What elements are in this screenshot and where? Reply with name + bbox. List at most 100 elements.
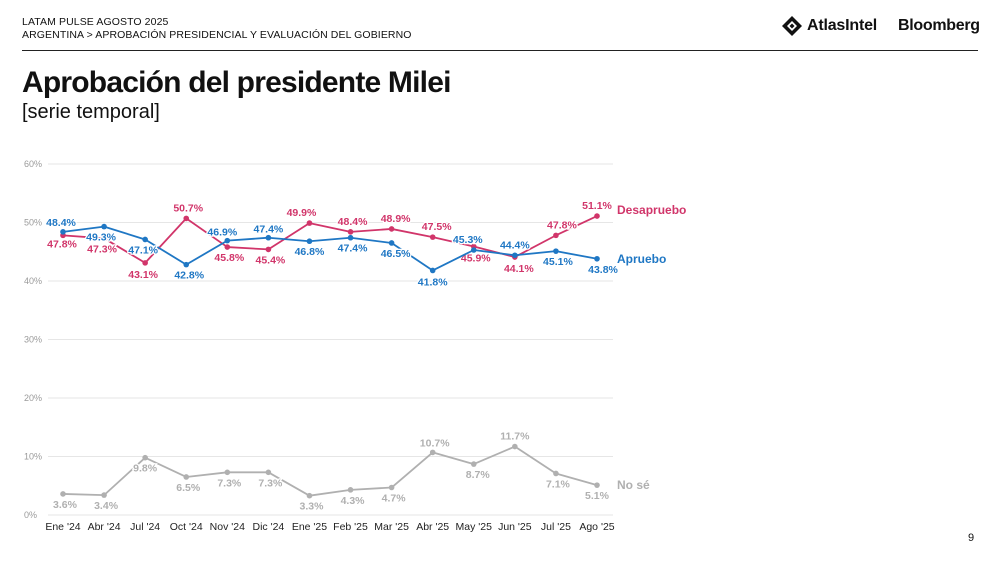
data-label: 10.7% <box>420 437 450 449</box>
data-label: 3.4% <box>94 500 119 512</box>
series-line <box>62 225 598 272</box>
data-point <box>347 234 354 241</box>
data-label: 49.3% <box>86 232 116 244</box>
data-label: 42.8% <box>174 270 204 282</box>
data-point <box>388 240 395 246</box>
data-point <box>512 443 518 450</box>
data-label: 3.6% <box>53 499 78 511</box>
data-label: 51.1% <box>582 200 612 212</box>
y-tick-label: 40% <box>24 276 42 286</box>
data-label: 45.4% <box>255 254 285 266</box>
data-label: 47.3% <box>87 243 117 255</box>
data-point <box>265 246 272 253</box>
data-point <box>101 492 107 498</box>
data-point <box>183 474 190 480</box>
data-point <box>142 236 148 243</box>
data-label: 49.9% <box>287 207 317 219</box>
data-point <box>429 449 436 456</box>
data-point <box>429 267 436 274</box>
data-point <box>388 484 395 491</box>
data-label: 48.4% <box>338 216 368 228</box>
series-no-s: 3.6% 3.4% 9.8% 6.5% 7.3% 7.3% 3.3% 4.3% 4.7% 10.7… <box>52 429 650 514</box>
data-point <box>306 238 313 245</box>
data-point <box>142 454 148 461</box>
data-label: 46.5% <box>381 248 411 260</box>
data-point <box>553 232 559 239</box>
y-tick-label: 20% <box>24 393 42 403</box>
series-line <box>62 445 598 497</box>
data-point <box>101 223 107 230</box>
y-axis-ticks: 0% 10% 20% 30% 40% 50% 60% <box>24 159 42 520</box>
data-label: 44.1% <box>504 263 534 275</box>
x-tick-label: Ago '25 <box>579 521 614 533</box>
data-label: 11.7% <box>500 431 530 443</box>
x-axis-ticks: Ene '24 Abr '24 Jul '24 Oct '24 Nov '24 Dic '… <box>45 521 614 533</box>
data-label: 8.7% <box>466 469 491 481</box>
data-label: 7.3% <box>217 477 242 489</box>
data-point <box>594 213 600 219</box>
data-point <box>594 255 600 262</box>
data-point <box>224 237 231 244</box>
data-label: 47.4% <box>338 243 368 255</box>
data-label: 45.1% <box>543 256 573 268</box>
data-point <box>265 234 272 241</box>
data-point <box>512 252 518 259</box>
data-label: 47.8% <box>47 238 77 250</box>
data-point <box>594 482 600 488</box>
data-label: 41.8% <box>418 276 448 288</box>
data-point <box>553 470 559 477</box>
header-divider <box>22 50 978 51</box>
y-tick-label: 30% <box>24 335 42 345</box>
kicker-line-1: LATAM PULSE AGOSTO 2025 <box>22 16 169 28</box>
series-apruebo: 48.4% 49.3% 47.1% 42.8% 46.9% 47.4% 46.8% 47.4%… <box>45 216 666 290</box>
data-label: 43.1% <box>128 269 158 281</box>
x-tick-label: Mar '25 <box>374 521 409 533</box>
data-label: 7.3% <box>258 477 283 489</box>
series-name-label: No sé <box>617 478 650 492</box>
y-tick-label: 60% <box>24 159 42 169</box>
data-point <box>183 215 190 222</box>
data-label: 44.4% <box>500 239 530 251</box>
data-label: 48.9% <box>381 213 411 225</box>
data-point <box>347 487 354 493</box>
gridlines <box>48 163 613 516</box>
logo-atlasintel: AtlasIntel <box>782 16 877 36</box>
y-tick-label: 50% <box>24 218 42 228</box>
data-label: 7.1% <box>546 478 571 490</box>
data-point <box>224 244 231 250</box>
y-tick-label: 10% <box>24 452 42 462</box>
atlasintel-logo-text: AtlasIntel <box>807 17 878 34</box>
chart-subtitle: [serie temporal] <box>22 101 160 123</box>
kicker-line-2: ARGENTINA > APROBACIÓN PRESIDENCIAL Y EV… <box>22 29 412 41</box>
data-label: 48.4% <box>46 217 76 229</box>
data-label: 5.1% <box>585 490 610 502</box>
data-label: 45.9% <box>461 252 491 264</box>
data-point <box>101 235 107 242</box>
data-label: 45.8% <box>214 252 244 264</box>
x-tick-label: Nov '24 <box>210 521 245 533</box>
page-number: 9 <box>968 532 975 544</box>
atlasintel-logo-icon <box>782 16 802 36</box>
data-point <box>388 226 395 232</box>
x-tick-label: Jul '24 <box>130 521 160 533</box>
x-tick-label: Feb '25 <box>333 521 368 533</box>
series-group: 47.8% 47.3%43.1%50.7%45.8% 45.4%49.9%48.4%… <box>45 199 687 514</box>
data-label: 6.5% <box>176 482 201 494</box>
y-tick-label: 0% <box>24 510 37 520</box>
data-point <box>347 229 354 235</box>
series-name-label: Desapruebo <box>617 203 686 217</box>
data-point <box>553 248 559 254</box>
series-name-label: Apruebo <box>617 252 666 266</box>
data-point <box>306 492 313 499</box>
data-point <box>224 469 231 476</box>
data-label: 47.4% <box>253 224 283 236</box>
x-tick-label: Oct '24 <box>170 521 203 533</box>
x-tick-label: Jun '25 <box>498 521 532 533</box>
logo-bloomberg: Bloomberg <box>898 17 980 34</box>
data-label: 46.9% <box>207 227 237 239</box>
x-tick-label: Abr '25 <box>416 521 449 533</box>
data-label: 4.7% <box>382 493 407 505</box>
data-label: 46.8% <box>295 246 325 258</box>
data-label: 43.8% <box>588 264 618 276</box>
